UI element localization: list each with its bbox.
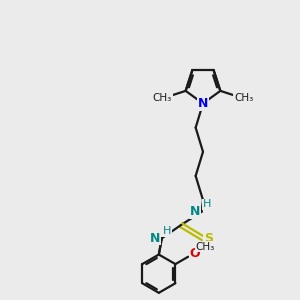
Text: O: O (189, 247, 200, 260)
Text: S: S (204, 232, 213, 245)
Text: CH₃: CH₃ (234, 93, 253, 103)
Text: CH₃: CH₃ (153, 93, 172, 103)
Text: CH₃: CH₃ (196, 242, 215, 252)
Text: N: N (198, 97, 208, 110)
Text: H: H (202, 200, 211, 209)
Text: H: H (163, 226, 171, 236)
Text: N: N (150, 232, 160, 245)
Text: N: N (190, 205, 200, 218)
